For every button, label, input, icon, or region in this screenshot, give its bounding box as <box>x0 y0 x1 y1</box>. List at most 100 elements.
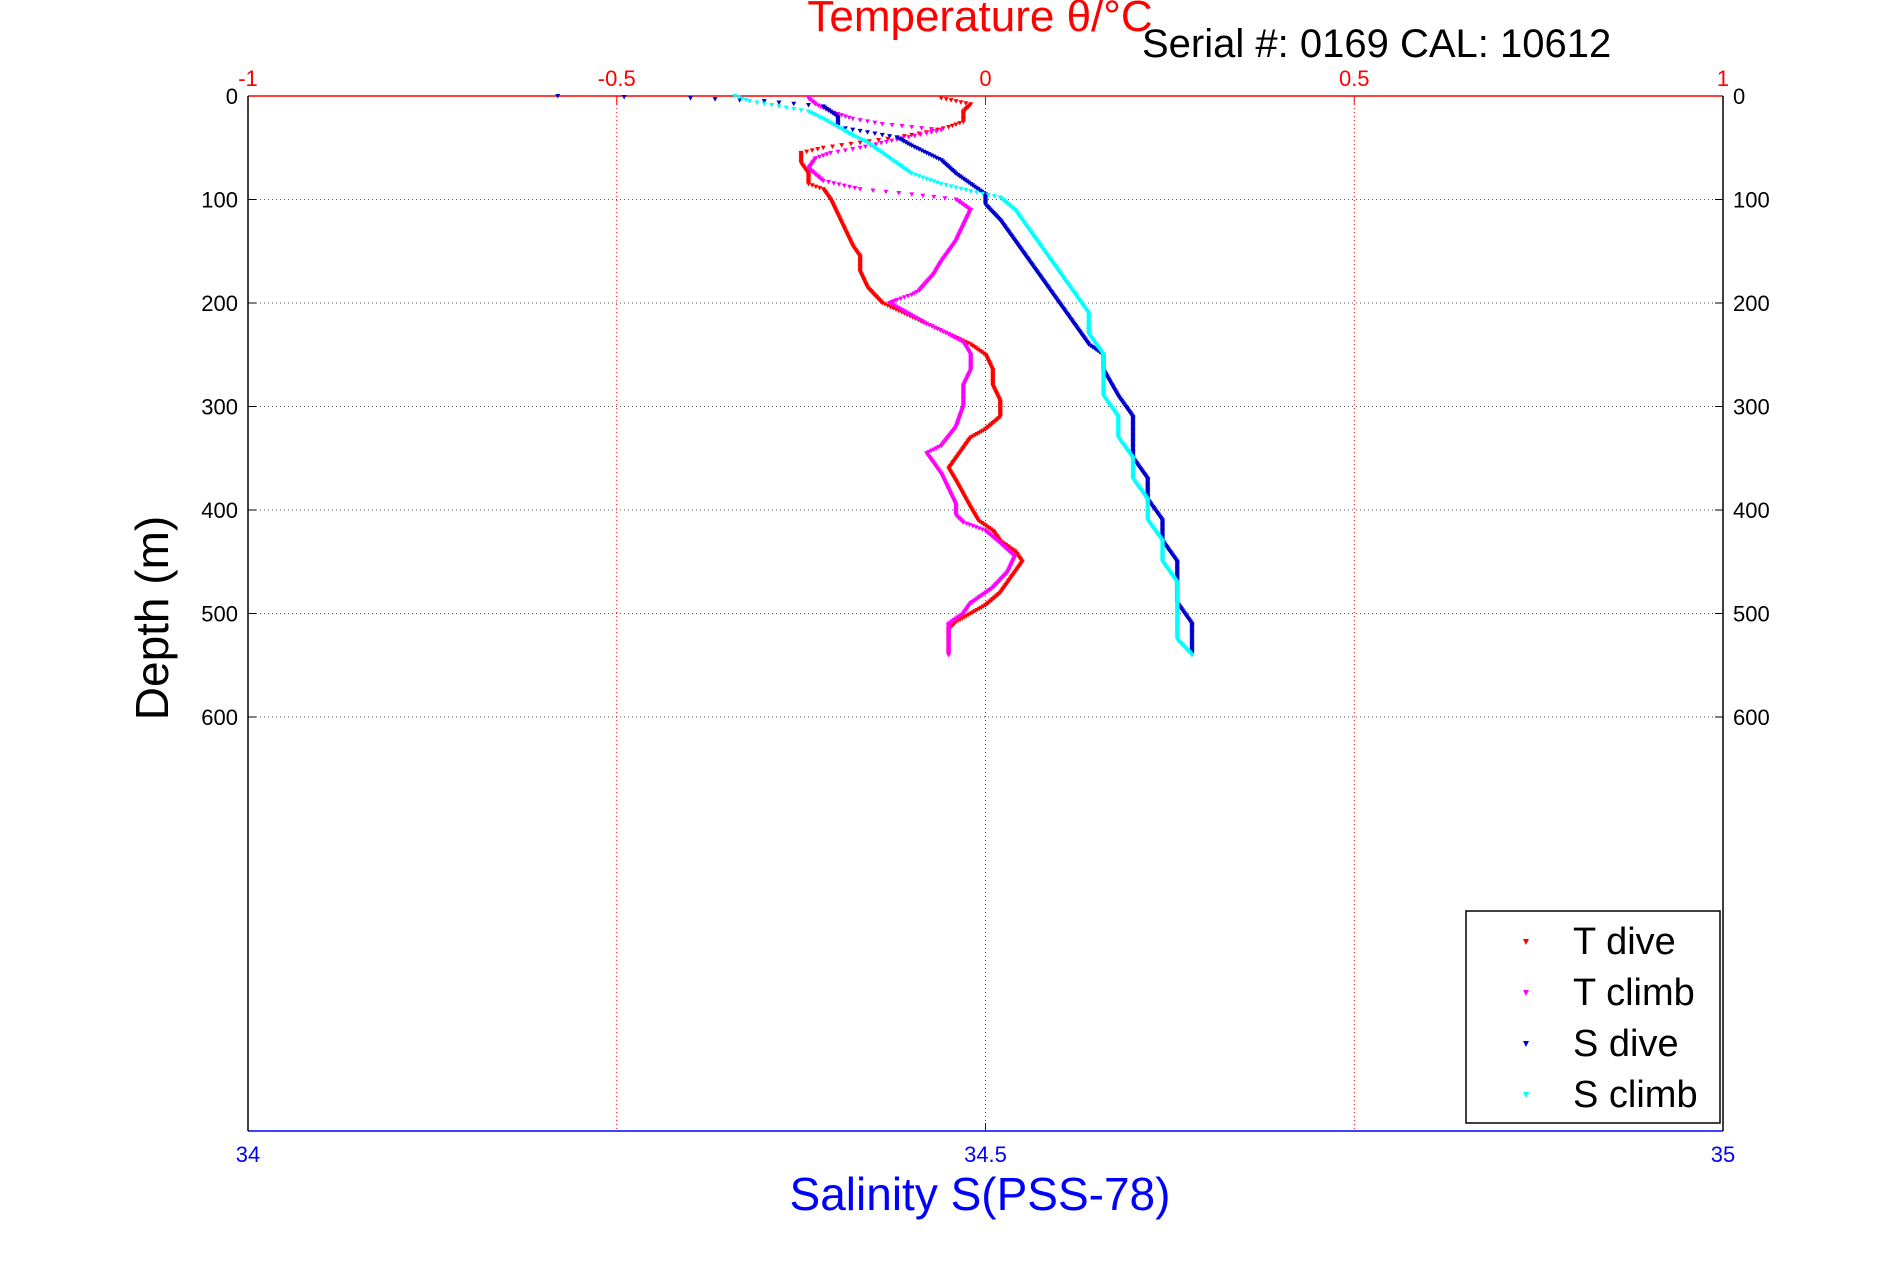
t-dive-point <box>970 434 976 439</box>
t-climb-point <box>889 138 895 144</box>
t-climb-point <box>906 311 912 317</box>
top-tick-label: -1 <box>238 66 258 91</box>
s-dive-point <box>896 136 902 142</box>
s-climb-point <box>862 139 868 144</box>
t-dive-point <box>970 610 976 615</box>
top-tick-label: 0 <box>979 66 991 91</box>
t-climb-point <box>873 142 879 147</box>
y-tick-label-right: 600 <box>1733 705 1770 730</box>
s-climb-point <box>798 108 804 113</box>
s-dive-point <box>919 148 925 154</box>
bottom-tick-label: 34 <box>236 1142 260 1167</box>
y-tick-label: 400 <box>201 498 238 523</box>
y-tick-label: 300 <box>201 395 238 420</box>
t-climb-point <box>862 144 868 150</box>
t-climb-point <box>857 187 863 192</box>
t-climb-point <box>909 292 915 298</box>
s-climb-point <box>935 180 941 186</box>
t-climb-point <box>933 129 939 134</box>
s-climb-point <box>958 186 964 192</box>
t-climb-point <box>824 152 830 157</box>
t-climb-point <box>926 322 932 328</box>
t-climb-point <box>879 121 885 127</box>
s-climb-point <box>931 179 937 184</box>
s-climb-point <box>810 111 816 117</box>
t-climb-point <box>933 446 939 451</box>
s-climb-point <box>974 190 980 195</box>
s-climb-point <box>813 113 819 118</box>
t-climb-point <box>899 308 905 313</box>
s-climb-point <box>824 119 830 124</box>
t-climb-point <box>883 189 889 195</box>
t-climb-point <box>936 445 942 450</box>
s-climb-point <box>822 117 828 123</box>
t-climb-point <box>839 113 845 118</box>
s-dive-point <box>924 150 929 156</box>
t-climb-point <box>970 523 976 529</box>
s-climb-point <box>747 99 752 104</box>
t-climb-point <box>901 295 907 300</box>
s-climb-point <box>806 109 811 115</box>
legend-label: S dive <box>1573 1023 1679 1065</box>
t-climb-point <box>842 114 848 119</box>
s-climb-point <box>829 121 835 127</box>
t-climb-point <box>904 310 910 316</box>
legend: T dive T climb S dive S climb <box>1465 910 1721 1124</box>
s-climb-point <box>837 126 843 131</box>
t-climb-point <box>889 302 895 307</box>
s-climb-point <box>776 104 782 109</box>
s-climb-point <box>783 105 789 111</box>
t-climb-point <box>967 522 973 528</box>
t-dive-point <box>804 149 810 155</box>
s-dive-point <box>791 101 797 107</box>
s-climb-point <box>739 96 745 102</box>
axes <box>247 95 1724 1132</box>
y-tick-label-right: 100 <box>1733 188 1770 213</box>
t-climb-point <box>893 304 899 310</box>
data-points <box>555 94 1195 658</box>
t-climb-point <box>828 150 834 156</box>
t-climb-point <box>948 333 954 338</box>
t-climb-point <box>896 191 902 196</box>
s-dive-point <box>933 155 939 161</box>
s-climb-point <box>953 185 959 191</box>
y-tick-label: 500 <box>201 602 238 627</box>
t-dive-point <box>949 123 955 129</box>
t-climb-point <box>820 178 826 184</box>
t-dive-point <box>964 613 970 619</box>
s-climb-point <box>808 110 814 116</box>
t-climb-point <box>946 332 952 337</box>
s-climb-point <box>769 103 775 108</box>
s-dive-point <box>914 146 920 151</box>
t-dive-point <box>890 306 896 311</box>
s-dive-point <box>936 156 942 162</box>
t-dive-point <box>958 100 964 105</box>
t-dive-point <box>806 181 811 187</box>
t-climb-point <box>946 652 952 658</box>
t-climb-point <box>857 118 863 123</box>
t-climb-point <box>910 314 916 319</box>
t-dive-point <box>978 605 984 611</box>
t-climb-point <box>924 321 929 327</box>
s-climb-point <box>857 136 863 142</box>
grid-lines <box>248 96 1723 1131</box>
t-dive-point <box>968 611 974 616</box>
t-dive-point <box>948 98 954 103</box>
t-climb-point <box>928 448 934 454</box>
s-dive-point <box>928 153 934 158</box>
top-tick-label: 1 <box>1717 66 1729 91</box>
t-climb-point <box>836 182 842 187</box>
s-climb-point <box>909 171 915 177</box>
s-dive-point <box>902 140 908 145</box>
s-climb-point <box>761 101 767 107</box>
legend-box <box>1465 910 1721 1124</box>
t-dive-point <box>857 140 863 146</box>
t-climb-point <box>878 141 884 146</box>
s-climb-point <box>846 130 852 136</box>
t-climb-point <box>817 154 823 160</box>
t-climb-point <box>950 334 956 339</box>
t-climb-point <box>918 132 924 138</box>
s-dive-point <box>879 132 885 138</box>
t-climb-point <box>928 127 934 132</box>
t-dive-point <box>885 303 891 309</box>
